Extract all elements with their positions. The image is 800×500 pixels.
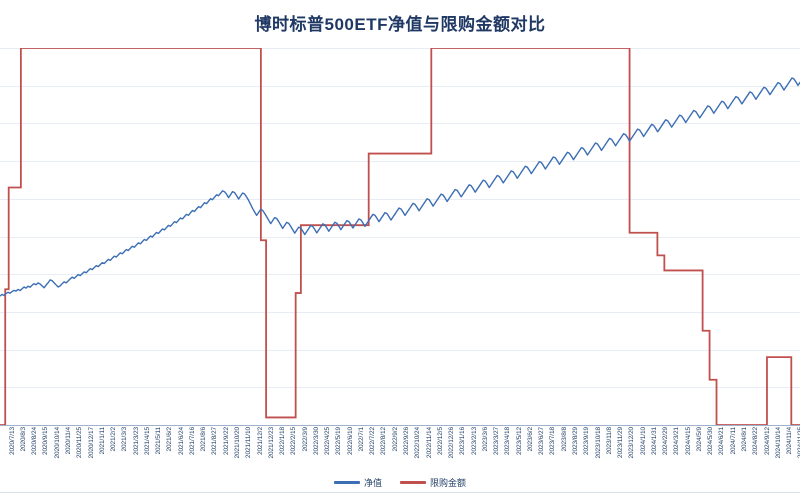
x-axis-tick-label: 2021/12/2 bbox=[256, 427, 264, 456]
x-axis-tick-label: 2023/8/8 bbox=[560, 427, 568, 452]
x-axis-line bbox=[0, 425, 800, 426]
x-axis-tick-label: 2022/9/26 bbox=[403, 427, 410, 456]
limit-金额-step-line bbox=[0, 48, 800, 425]
page-title: 博时标普500ETF净值与限购金额对比 bbox=[254, 15, 546, 34]
plot-svg bbox=[0, 48, 800, 425]
x-axis-tick-label: 2020/11/25 bbox=[76, 427, 84, 459]
x-axis-tick-label: 2021/12/23 bbox=[267, 427, 275, 459]
x-axis-tick-label: 2023/2/13 bbox=[470, 427, 478, 456]
x-axis-tick-label: 2023/7/18 bbox=[549, 427, 557, 456]
x-axis-tick-label: 2020/8/3 bbox=[19, 427, 27, 452]
x-axis-tick-label: 2022/12/5 bbox=[436, 427, 444, 456]
x-axis-tick-label: 2023/11/29 bbox=[617, 427, 625, 459]
x-axis-tick-label: 2023/1/16 bbox=[459, 427, 467, 456]
x-axis-tick-label: 2024/8/1 bbox=[741, 427, 749, 452]
x-axis-tick-label: 2020/7/13 bbox=[8, 427, 16, 456]
x-axis-tick-label: 2022/6/10 bbox=[346, 427, 354, 456]
bottom-divider bbox=[0, 492, 800, 493]
x-axis-tick-label: 2022/5/19 bbox=[335, 427, 343, 456]
x-axis-tick-label: 2024/4/15 bbox=[684, 427, 692, 456]
x-axis-tick-label: 2022/10/24 bbox=[414, 427, 422, 459]
x-axis-tick-label: 2023/6/2 bbox=[526, 427, 534, 452]
x-axis-tick-label: 2022/7/22 bbox=[369, 427, 377, 456]
x-axis-tick-label: 2024/10/14 bbox=[774, 427, 782, 459]
x-axis-tick-label: 2021/6/2 bbox=[166, 427, 174, 452]
x-axis-tick-label: 2023/5/12 bbox=[515, 427, 523, 456]
x-axis-tick-label: 2022/3/9 bbox=[301, 427, 309, 452]
x-axis-tick-label: 2024/6/21 bbox=[718, 427, 726, 456]
x-axis-tick-label: 2022/4/25 bbox=[324, 427, 332, 456]
x-axis-tick-label: 2021/11/10 bbox=[245, 427, 253, 459]
legend-entry-limit[interactable]: 限购金额 bbox=[400, 476, 466, 489]
x-axis-tick-label: 2021/9/22 bbox=[222, 427, 230, 456]
x-axis-tick-labels: 2020/7/13 2020/8/3 2020/8/24 2020/9/15 2020/… bbox=[0, 427, 800, 473]
x-axis-tick-label: 2024/8/22 bbox=[752, 427, 760, 456]
legend: 净值 限购金额 bbox=[0, 474, 800, 490]
x-axis-tick-label: 2024/5/30 bbox=[707, 427, 715, 456]
x-axis-tick-label: 2024/11/4 bbox=[786, 427, 794, 455]
x-axis-tick-label: 2020/10/14 bbox=[53, 427, 61, 459]
legend-label-nav: 净值 bbox=[363, 477, 382, 488]
x-axis-tick-label: 2023/3/27 bbox=[493, 427, 501, 456]
x-axis-tick-label: 2021/10/20 bbox=[233, 427, 241, 459]
legend-entry-nav[interactable]: 净值 bbox=[333, 476, 382, 489]
x-axis-tick-label: 2022/8/12 bbox=[380, 427, 388, 456]
x-axis-tick-label: 2021/4/15 bbox=[143, 427, 151, 456]
x-axis-tick-label: 2020/8/24 bbox=[31, 427, 39, 456]
nav-净值-line bbox=[0, 77, 800, 297]
legend-label-limit: 限购金额 bbox=[430, 477, 467, 488]
x-axis-tick-label: 2024/3/21 bbox=[673, 427, 681, 456]
x-axis-tick-label: 2023/3/6 bbox=[481, 427, 489, 452]
x-axis-tick-label: 2021/3/3 bbox=[121, 427, 129, 452]
x-axis-tick-label: 2022/11/14 bbox=[425, 427, 433, 459]
x-axis-tick-label: 2020/12/17 bbox=[87, 427, 95, 459]
x-axis-tick-label: 2022/9/2 bbox=[391, 427, 399, 452]
x-axis-tick-label: 2021/8/27 bbox=[211, 427, 219, 456]
x-axis-tick-label: 2021/8/6 bbox=[200, 427, 208, 452]
x-axis-tick-label: 2023/6/27 bbox=[538, 427, 546, 456]
x-axis-tick-label: 2022/1/18 bbox=[279, 427, 287, 456]
x-axis-tick-label: 2022/7/1 bbox=[357, 427, 365, 452]
plot-area bbox=[0, 48, 800, 425]
x-axis-tick-label: 2021/3/23 bbox=[132, 427, 140, 456]
x-axis-tick-label: 2024/1/10 bbox=[639, 427, 647, 456]
x-axis-tick-label: 2020/9/15 bbox=[42, 427, 50, 456]
x-axis-tick-label: 2023/11/8 bbox=[605, 427, 613, 455]
x-axis-tick-label: 2024/9/12 bbox=[763, 427, 771, 456]
x-axis-tick-label: 2022/12/26 bbox=[448, 427, 456, 459]
x-axis-tick-label: 2024/2/29 bbox=[662, 427, 670, 456]
x-axis-tick-label: 2020/11/4 bbox=[64, 427, 72, 455]
legend-swatch-limit-icon bbox=[400, 480, 426, 484]
x-axis-tick-label: 2023/4/18 bbox=[504, 427, 512, 456]
x-axis-tick-label: 2021/7/16 bbox=[188, 427, 196, 456]
gridlines bbox=[0, 48, 800, 388]
x-axis-tick-label: 2024/1/31 bbox=[650, 427, 658, 456]
x-axis-tick-label: 2024/7/11 bbox=[729, 427, 737, 455]
x-axis-tick-label: 2023/9/19 bbox=[583, 427, 591, 456]
legend-swatch-nav-icon bbox=[333, 480, 360, 484]
x-axis-tick-label: 2022/3/30 bbox=[312, 427, 320, 456]
x-axis-tick-label: 2021/6/24 bbox=[177, 427, 185, 456]
x-axis-tick-label: 2023/8/29 bbox=[572, 427, 579, 456]
x-axis-tick-label: 2022/2/15 bbox=[290, 427, 298, 456]
x-axis-tick-label: 2021/2/2 bbox=[110, 427, 118, 452]
x-axis-tick-label: 2021/5/11 bbox=[155, 427, 163, 455]
x-axis-tick-label: 2023/12/20 bbox=[628, 427, 636, 459]
x-axis-tick-label: 2021/1/11 bbox=[98, 427, 106, 455]
x-axis-tick-label: 2024/5/9 bbox=[695, 427, 703, 452]
x-axis-tick-label: 2023/10/18 bbox=[594, 427, 602, 459]
